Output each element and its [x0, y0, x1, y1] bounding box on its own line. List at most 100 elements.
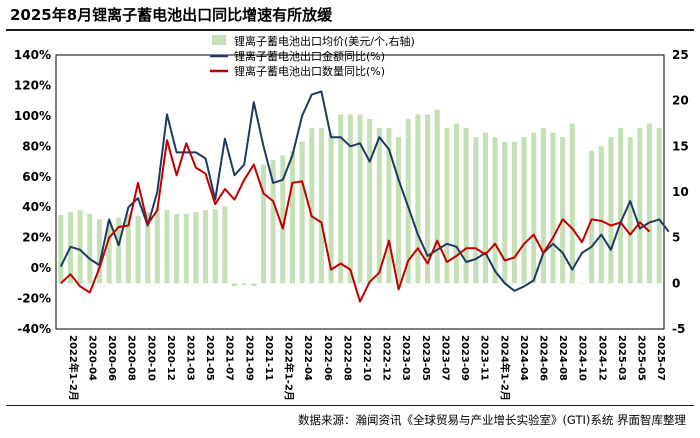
bar-avg-price — [550, 132, 556, 284]
x-axis-tick-label: 2023-03 — [400, 335, 411, 381]
bar-avg-price — [405, 118, 411, 284]
x-axis-tick-label: 2022-06 — [322, 335, 333, 381]
bar-avg-price — [511, 141, 517, 284]
x-axis-tick-label: 2021-03 — [184, 335, 195, 381]
bar-avg-price — [241, 283, 247, 286]
right-axis-tick-label: 25 — [672, 48, 689, 62]
left-axis-tick-label: 140% — [14, 48, 51, 62]
x-axis-tick-label: 2023-11 — [479, 335, 490, 381]
bar-avg-price — [463, 128, 469, 284]
x-axis-tick-label: 2022年1-2月 — [67, 335, 80, 401]
bar-avg-price — [357, 114, 363, 284]
bar-avg-price — [492, 137, 498, 284]
bar-avg-price — [174, 213, 180, 284]
bar-avg-price — [386, 128, 392, 284]
bar-avg-price — [116, 217, 122, 284]
bar-avg-price — [647, 123, 653, 284]
x-axis-tick-label: 2024年1-2月 — [498, 335, 511, 401]
bar-avg-price — [453, 123, 460, 284]
line-export-value-yoy — [59, 90, 670, 292]
x-axis-tick-label: 2023-09 — [459, 335, 470, 381]
x-axis-tick-label: 2022-08 — [341, 335, 352, 381]
x-axis-tick-label: 2021-11 — [263, 335, 274, 381]
x-axis-tick-label: 2025-03 — [616, 335, 627, 381]
right-axis-tick-label: -5 — [672, 322, 685, 336]
bar-avg-price — [328, 132, 334, 284]
bar-avg-price — [280, 155, 286, 284]
bar-avg-price — [434, 109, 440, 284]
bar-avg-price — [560, 137, 566, 284]
bar-avg-price — [540, 128, 546, 284]
bar-avg-price — [637, 128, 643, 284]
bar-avg-price — [338, 114, 344, 284]
line-export-quantity-yoy — [60, 139, 651, 303]
bar-avg-price — [125, 213, 131, 284]
x-axis-tick-label: 2020-06 — [106, 335, 117, 381]
legend-label: 锂离子蓄电池出口金额同比(%) — [234, 49, 385, 63]
x-axis-tick-label: 2023-07 — [439, 335, 450, 381]
left-axis-tick-label: -40% — [17, 322, 51, 336]
x-axis-tick-label: 2022-12 — [381, 335, 392, 381]
x-axis-tick-label: 2022年1-2月 — [283, 335, 296, 401]
x-axis-tick-label: 2024-10 — [577, 335, 588, 381]
left-axis-tick-label: 0% — [31, 261, 51, 275]
bar-avg-price — [183, 213, 189, 284]
left-axis-tick-label: 20% — [22, 231, 51, 245]
bar-avg-price — [232, 283, 238, 287]
left-axis-tick-label: 80% — [22, 139, 51, 153]
bar-avg-price — [96, 219, 102, 284]
x-axis-tick-label: 2022-04 — [302, 335, 313, 381]
source-note: 数据来源：瀚闻资讯《全球贸易与产业增长实验室》(GTI)系统 界面智库整理 — [297, 413, 686, 427]
bottom-rule — [6, 405, 694, 406]
bar-avg-price — [444, 128, 450, 284]
bar-avg-price — [77, 210, 83, 284]
bar-avg-price — [87, 213, 93, 284]
bar-avg-price — [347, 114, 353, 284]
bar-avg-price — [145, 212, 151, 284]
bar-avg-price — [598, 146, 604, 284]
x-axis-tick-label: 2020-12 — [165, 335, 176, 381]
bar-avg-price — [58, 214, 64, 284]
x-axis-tick-label: 2023-05 — [420, 335, 431, 381]
x-axis-tick-label: 2021-05 — [204, 335, 215, 381]
x-axis-tick-label: 2020-10 — [145, 335, 156, 381]
bar-avg-price — [164, 210, 170, 284]
bar-avg-price — [502, 141, 508, 284]
right-axis-tick-label: 15 — [672, 139, 689, 153]
bar-avg-price — [531, 132, 537, 284]
bar-avg-price — [473, 137, 479, 284]
bar-avg-price — [589, 150, 595, 284]
bar-avg-price — [203, 210, 209, 284]
right-axis-tick-label: 5 — [672, 231, 680, 245]
bar-avg-price — [106, 221, 112, 284]
bar-avg-price — [222, 206, 228, 284]
bar-avg-price — [154, 208, 160, 284]
bar-avg-price — [270, 160, 276, 284]
left-axis-tick-label: 120% — [14, 78, 51, 92]
right-axis-tick-label: 10 — [672, 185, 689, 199]
bar-avg-price — [212, 209, 218, 284]
x-axis-tick-label: 2025-07 — [655, 335, 666, 381]
bar-avg-price — [627, 137, 633, 284]
bar-avg-price — [396, 137, 402, 284]
bar-avg-price — [260, 164, 267, 284]
x-axis-tick-label: 2024-08 — [557, 335, 568, 381]
bar-avg-price — [135, 215, 141, 284]
x-axis-tick-label: 2021-09 — [243, 335, 254, 381]
x-axis-tick-label: 2024-06 — [538, 335, 549, 381]
legend-label: 锂离子蓄电池出口均价(美元/个,右轴) — [234, 34, 415, 48]
x-axis-tick-label: 2024-04 — [518, 335, 529, 381]
right-axis-tick-label: 0 — [672, 276, 680, 290]
title-rule — [6, 29, 694, 31]
bar-avg-price — [309, 128, 315, 284]
bar-avg-price — [521, 137, 527, 284]
left-axis-tick-label: -20% — [17, 292, 51, 306]
chart-title: 2025年8月锂离子蓄电池出口同比增速有所放缓 — [10, 6, 333, 24]
bar-avg-price — [618, 128, 624, 284]
bar-avg-price — [569, 123, 575, 284]
legend-label: 锂离子蓄电池出口数量同比(%) — [234, 64, 385, 78]
bar-avg-price — [656, 128, 662, 284]
left-axis-tick-label: 40% — [22, 200, 51, 214]
bar-avg-price — [193, 212, 199, 284]
